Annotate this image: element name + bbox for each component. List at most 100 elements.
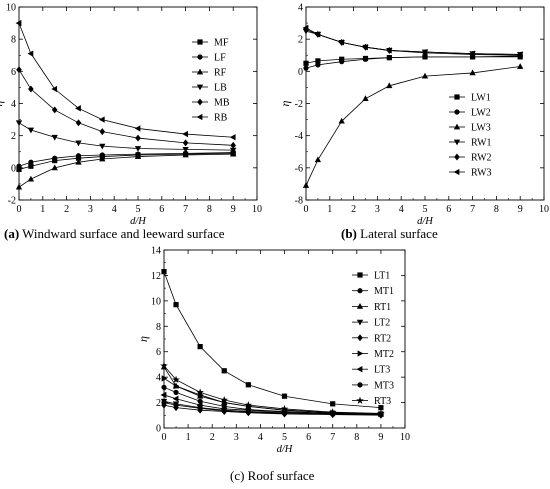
y-tick-label: 10: [151, 296, 161, 307]
data-point: [15, 183, 23, 190]
data-point: [51, 134, 58, 141]
series-line: [18, 122, 234, 151]
data-point: [386, 55, 392, 61]
legend-item-mt3: MT3: [352, 380, 394, 391]
legend-item-lb: LB: [192, 83, 227, 94]
y-tick-label: 2: [298, 35, 303, 46]
data-point: [182, 139, 189, 147]
legend-label: RW1: [471, 138, 492, 149]
legend-label: LB: [214, 83, 227, 94]
data-point: [75, 140, 82, 147]
series-line: [18, 152, 234, 167]
legend-marker: [356, 366, 363, 373]
legend-item-rb: RB: [192, 113, 228, 124]
legend-item-rw3: RW3: [449, 168, 492, 179]
data-point: [281, 393, 288, 399]
series-rt2: [161, 401, 384, 419]
series-rw1: [302, 28, 524, 58]
data-point: [134, 153, 142, 159]
data-point: [280, 404, 289, 413]
data-point: [51, 106, 58, 114]
legend-marker: [357, 334, 363, 342]
x-axis-label: d/H: [130, 216, 147, 227]
legend-item-mt2: MT2: [352, 349, 394, 360]
data-point: [182, 151, 189, 158]
legend-label: LW2: [471, 108, 491, 119]
x-tick-label: 7: [183, 204, 188, 215]
x-tick-label: 8: [354, 432, 359, 443]
x-tick-label: 4: [112, 204, 117, 215]
data-point: [161, 399, 167, 406]
data-point: [173, 382, 180, 390]
legend-label: MB: [214, 98, 230, 109]
data-point: [229, 134, 236, 141]
legend-marker: [357, 382, 363, 388]
caption-a: (a) Windward surface and leeward surface: [4, 226, 225, 242]
data-point: [172, 395, 179, 402]
x-tick-label: 0: [17, 204, 22, 215]
x-axis-label: d/H: [277, 444, 294, 455]
data-point: [230, 141, 237, 149]
y-tick-label: 4: [156, 373, 161, 384]
data-point: [469, 69, 476, 76]
caption-b-tag: (b): [341, 226, 357, 241]
series-line: [163, 394, 381, 415]
data-point: [302, 182, 310, 188]
legend-marker: [453, 139, 461, 146]
y-axis-label: η: [278, 100, 292, 106]
y-tick-label: 2: [156, 398, 161, 409]
data-point: [75, 158, 82, 165]
data-point: [173, 402, 179, 408]
legend-label: RW3: [471, 168, 492, 179]
legend-marker: [356, 396, 364, 404]
data-point: [469, 50, 475, 57]
data-point: [160, 361, 168, 369]
data-point: [377, 409, 385, 417]
y-tick-label: -4: [295, 131, 303, 142]
x-tick-label: 3: [234, 432, 239, 443]
legend-marker: [357, 272, 363, 278]
x-tick-label: 5: [282, 432, 287, 443]
data-point: [197, 344, 203, 350]
legend-marker: [357, 350, 364, 357]
x-tick-label: 10: [539, 204, 549, 215]
data-point: [98, 116, 105, 123]
data-point: [15, 120, 23, 127]
data-point: [314, 156, 322, 163]
legend-item-rf: RF: [192, 68, 227, 79]
y-tick-label: -6: [295, 163, 303, 174]
series-rf: [15, 150, 237, 190]
series-rb: [15, 19, 236, 141]
series-line: [18, 22, 234, 138]
x-tick-label: 10: [252, 204, 262, 215]
series-rw3: [302, 24, 523, 58]
legend-item-lt3: LT3: [352, 365, 390, 376]
data-point: [28, 85, 34, 93]
data-point: [75, 119, 82, 127]
series-line: [305, 55, 521, 69]
data-point: [328, 408, 337, 416]
data-point: [99, 143, 106, 150]
data-point: [135, 134, 141, 142]
data-point: [16, 66, 22, 74]
series-line: [305, 27, 521, 55]
legend-marker: [196, 68, 204, 75]
data-point: [197, 405, 203, 411]
legend-marker: [197, 39, 203, 45]
series-lt1: [161, 269, 384, 411]
y-tick-label: 12: [151, 271, 161, 282]
data-point: [221, 408, 227, 414]
data-point: [160, 391, 167, 399]
data-point: [385, 47, 392, 54]
legend-label: MT1: [374, 286, 394, 297]
data-point: [172, 375, 180, 383]
x-tick-label: 2: [64, 204, 69, 215]
legend-label: RT3: [374, 396, 391, 407]
data-point: [362, 56, 369, 62]
data-point: [221, 368, 227, 374]
x-tick-label: 6: [306, 432, 311, 443]
data-point: [99, 128, 106, 136]
data-point: [230, 150, 237, 157]
y-tick-label: 0: [11, 163, 16, 174]
legend-item-lt2: LT2: [352, 318, 390, 329]
